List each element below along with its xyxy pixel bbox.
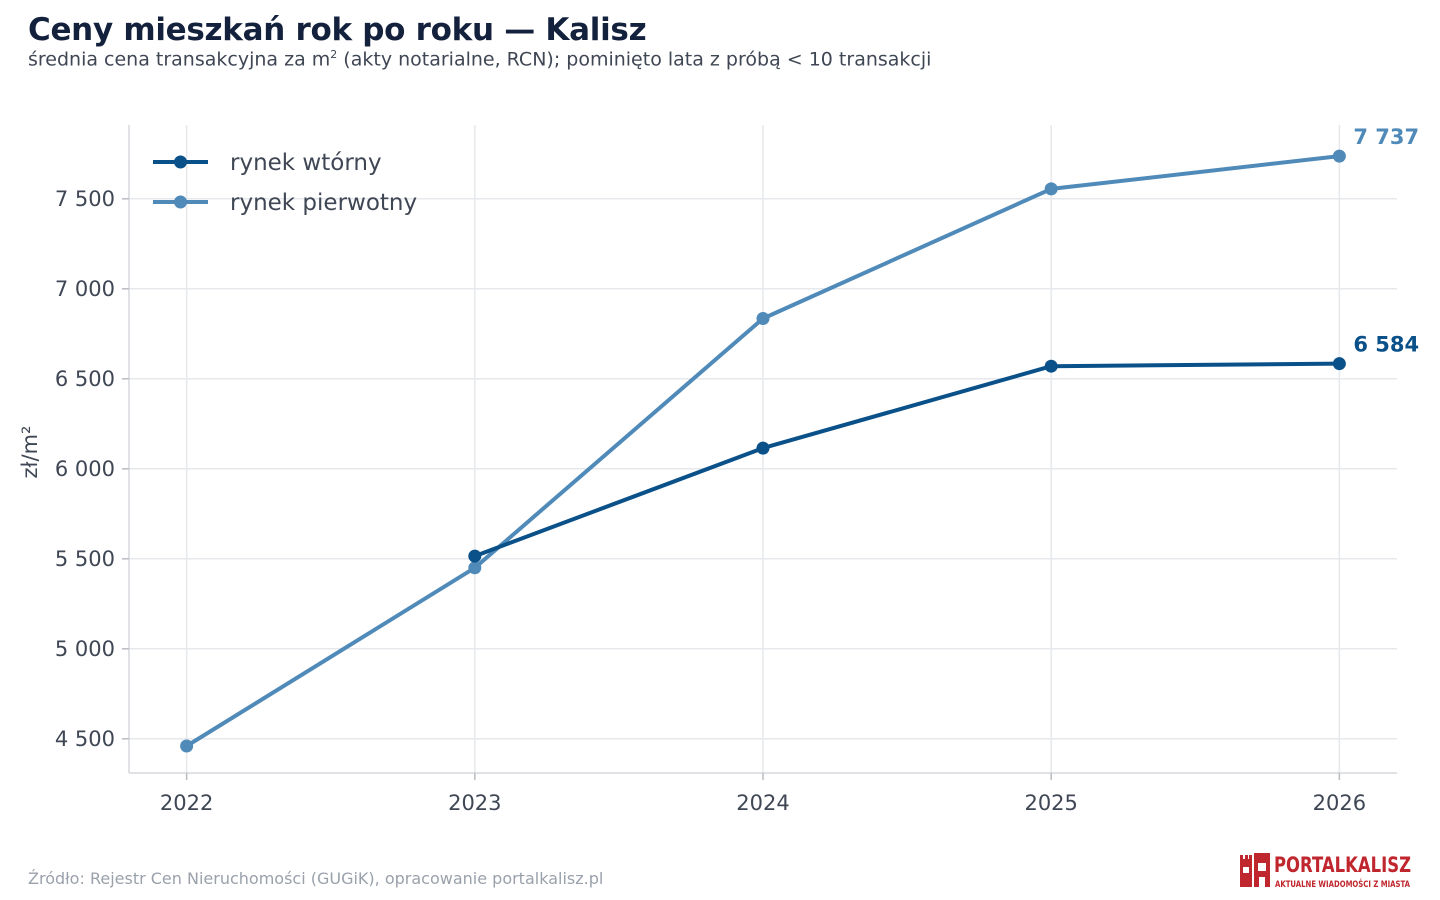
x-tick-label: 2023 [448, 791, 501, 815]
chart-subtitle: średnia cena transakcyjna za m2 (akty no… [28, 48, 931, 70]
data-point [468, 561, 482, 575]
data-point [756, 441, 770, 455]
y-tick-label: 5 000 [55, 637, 115, 661]
subtitle-text-rest: (akty notarialne, RCN); pominięto lata z… [337, 48, 932, 71]
data-point [1332, 357, 1346, 371]
y-tick-label: 4 500 [55, 727, 115, 751]
castle-icon [1240, 853, 1270, 887]
end-value-label: 6 584 [1353, 333, 1419, 357]
portalkalisz-logo: PORTALKALISZ AKTUALNE WIADOMOŚCI Z MIAST… [1240, 853, 1411, 890]
logo-tagline: AKTUALNE WIADOMOŚCI Z MIASTA [1275, 878, 1410, 890]
series-line [472, 361, 1342, 559]
y-tick-label: 7 000 [55, 277, 115, 301]
x-tick-label: 2025 [1024, 791, 1077, 815]
grid-layer [129, 125, 1397, 773]
legend-label: rynek pierwotny [230, 190, 417, 216]
y-tick-label: 5 500 [55, 547, 115, 571]
y-tick-label: 6 500 [55, 367, 115, 391]
x-tick-label: 2026 [1313, 791, 1366, 815]
legend-marker [174, 155, 187, 169]
y-tick-label: 7 500 [55, 187, 115, 211]
y-axis-label: zł/m² [18, 426, 42, 479]
x-tick-label: 2022 [160, 791, 213, 815]
logo-wordmark: PORTALKALISZ [1274, 853, 1411, 877]
legend: rynek wtórny rynek pierwotny [153, 150, 417, 216]
data-point [1044, 182, 1058, 196]
end-value-label: 7 737 [1353, 125, 1419, 149]
y-tick-label: 6 000 [55, 457, 115, 481]
chart-title: Ceny mieszkań rok po roku — Kalisz [28, 12, 647, 48]
data-point [1044, 359, 1058, 373]
legend-label: rynek wtórny [230, 150, 382, 176]
data-point [180, 739, 194, 753]
source-note: Źródło: Rejestr Cen Nieruchomości (GUGiK… [28, 869, 604, 888]
data-point [468, 549, 482, 563]
subtitle-superscript: 2 [330, 48, 338, 61]
data-point [756, 312, 770, 325]
tick-layer: 4 500 5 000 5 500 6 000 6 500 7 000 7 500 2022 2… [55, 187, 1366, 815]
x-tick-label: 2024 [736, 791, 789, 815]
data-point [1332, 149, 1346, 163]
series-layer: 7 737 6 584 [180, 125, 1419, 753]
legend-marker [174, 195, 187, 209]
subtitle-text: średnia cena transakcyjna za m [28, 48, 331, 71]
